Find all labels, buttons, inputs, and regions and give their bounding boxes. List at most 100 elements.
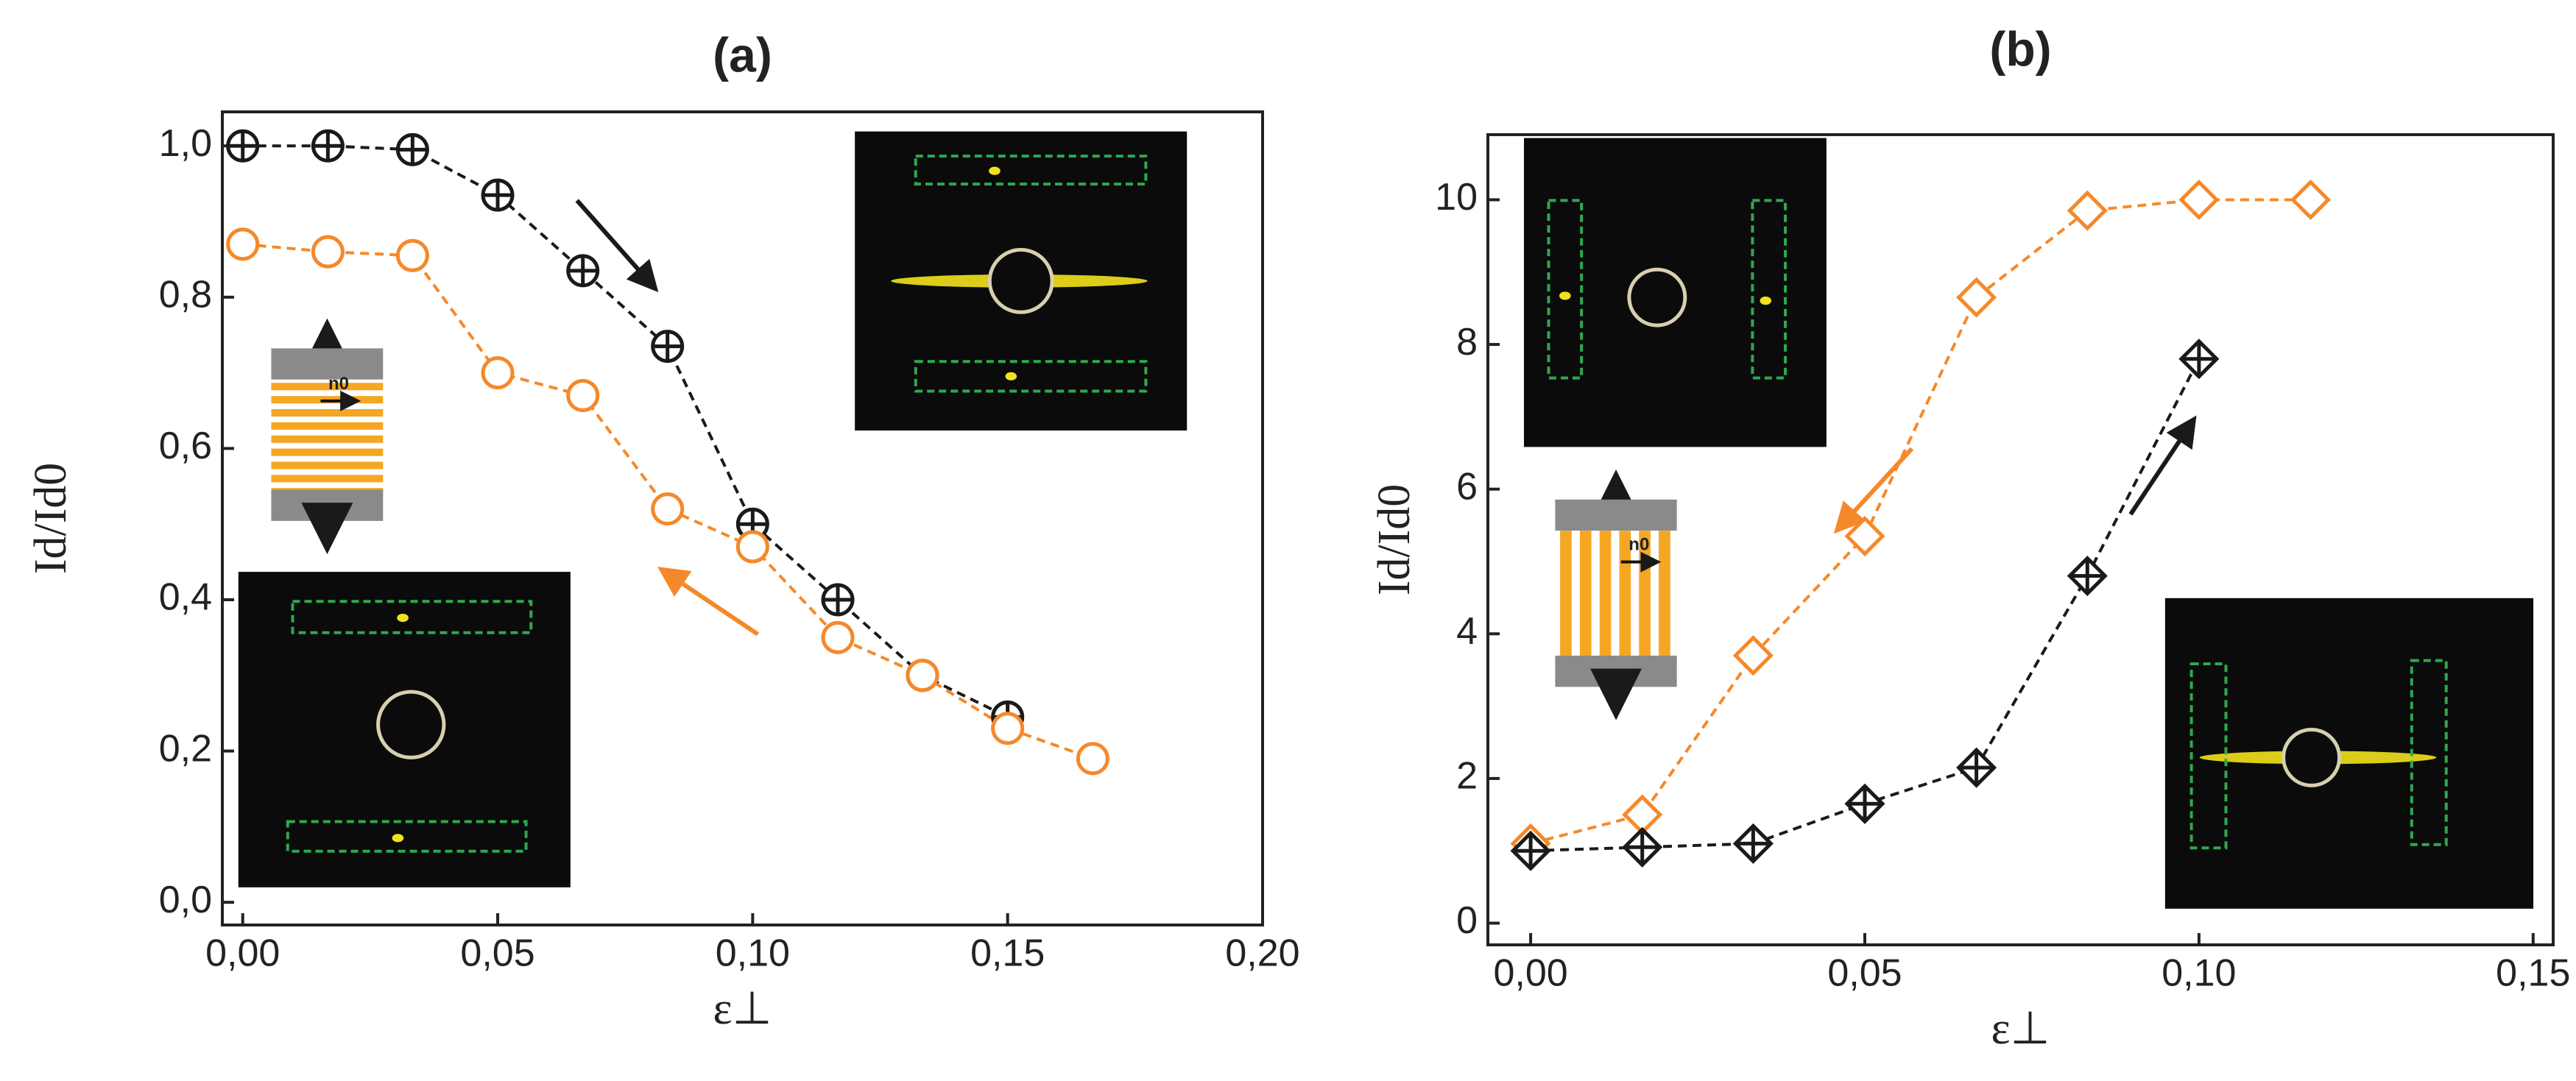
marker bbox=[481, 356, 515, 390]
marker bbox=[395, 132, 429, 166]
marker bbox=[2178, 339, 2220, 380]
marker-outline bbox=[735, 530, 769, 564]
y-tick-label: 2 bbox=[1456, 755, 1478, 798]
marker bbox=[651, 492, 685, 526]
marker bbox=[566, 254, 600, 288]
stripe bbox=[1560, 531, 1572, 656]
marker bbox=[1510, 830, 1551, 871]
marker bbox=[311, 129, 345, 163]
marker-outline bbox=[2067, 190, 2108, 231]
marker bbox=[395, 238, 429, 272]
diffraction-spot bbox=[392, 834, 404, 843]
y-tick-label: 0,0 bbox=[159, 879, 212, 921]
series-line bbox=[242, 144, 1009, 719]
marker-outline bbox=[1844, 516, 1885, 557]
marker bbox=[1732, 635, 1774, 676]
marker bbox=[821, 583, 855, 617]
marker bbox=[906, 659, 939, 692]
beam-stop bbox=[1627, 267, 1687, 327]
y-tick-label: 0,4 bbox=[159, 576, 212, 619]
marker-outline bbox=[651, 492, 685, 526]
beam-stop bbox=[376, 690, 446, 759]
marker-outline bbox=[906, 659, 939, 692]
stripe bbox=[1599, 531, 1612, 656]
stripe bbox=[271, 461, 384, 469]
x-axis-label: ε⊥ bbox=[713, 984, 772, 1034]
marker bbox=[226, 129, 260, 163]
marker bbox=[1622, 826, 1663, 868]
diffraction-spot bbox=[1760, 297, 1772, 305]
stripe bbox=[271, 422, 384, 430]
beam-stop bbox=[987, 247, 1054, 314]
stripe bbox=[271, 448, 384, 456]
diffraction-spot bbox=[397, 614, 409, 623]
detector-box bbox=[291, 600, 533, 634]
marker bbox=[991, 712, 1025, 745]
stripe bbox=[271, 409, 384, 417]
y-tick-label: 1,0 bbox=[159, 122, 212, 165]
x-tick-label: 0,05 bbox=[1827, 952, 1902, 995]
trend-arrow bbox=[657, 567, 760, 637]
y-tick-label: 0 bbox=[1456, 899, 1478, 942]
marker bbox=[311, 235, 345, 269]
detector-box bbox=[1751, 199, 1788, 380]
marker-outline bbox=[2290, 179, 2332, 221]
marker bbox=[1844, 516, 1885, 557]
stripe bbox=[271, 435, 384, 443]
y-tick-label: 6 bbox=[1456, 465, 1478, 508]
marker bbox=[2290, 179, 2332, 221]
y-axis-label: Id/Id0 bbox=[1369, 484, 1419, 596]
x-tick-label: 0,00 bbox=[205, 932, 280, 975]
marker bbox=[735, 530, 769, 564]
marker-outline bbox=[1956, 277, 1997, 318]
marker-outline bbox=[311, 235, 345, 269]
diffraction-spot bbox=[989, 166, 1001, 175]
marker bbox=[2178, 179, 2220, 221]
y-tick-label: 0,6 bbox=[159, 425, 212, 467]
stripe bbox=[1659, 531, 1670, 656]
marker bbox=[1844, 783, 1885, 824]
chart-title: (a) bbox=[713, 27, 772, 82]
marker bbox=[2067, 556, 2108, 597]
x-tick-label: 0,10 bbox=[2162, 952, 2236, 995]
diffraction-spot bbox=[1005, 372, 1017, 380]
y-tick-label: 8 bbox=[1456, 321, 1478, 364]
director-label: n0 bbox=[328, 374, 349, 394]
x-tick-label: 0,05 bbox=[460, 932, 534, 975]
trend-arrow bbox=[575, 199, 659, 293]
marker-outline bbox=[226, 227, 260, 261]
marker bbox=[651, 330, 685, 364]
plot-frame bbox=[221, 110, 1264, 926]
marker bbox=[1076, 742, 1109, 776]
series-line bbox=[1530, 198, 2311, 846]
y-tick-label: 4 bbox=[1456, 610, 1478, 653]
clamp bbox=[271, 489, 384, 521]
plot-frame bbox=[1486, 133, 2555, 946]
clamp bbox=[1555, 499, 1677, 531]
chart-title: (b) bbox=[1989, 21, 2051, 76]
marker bbox=[566, 378, 600, 412]
y-axis-label: Id/Id0 bbox=[26, 463, 76, 575]
y-tick-label: 10 bbox=[1435, 176, 1478, 219]
marker bbox=[1956, 747, 1997, 788]
marker-outline bbox=[566, 378, 600, 412]
x-tick-label: 0,15 bbox=[970, 932, 1045, 975]
director-label: n0 bbox=[1628, 535, 1649, 555]
marker bbox=[821, 620, 855, 654]
stripe bbox=[1579, 531, 1592, 656]
marker bbox=[226, 227, 260, 261]
marker bbox=[1956, 277, 1997, 318]
marker-outline bbox=[821, 620, 855, 654]
detector-box bbox=[286, 820, 528, 853]
beam-stop bbox=[2282, 727, 2342, 787]
marker-outline bbox=[1076, 742, 1109, 776]
trend-arrow bbox=[1833, 447, 1914, 534]
diffraction-spot bbox=[1559, 291, 1571, 300]
sample bbox=[1555, 531, 1677, 656]
x-tick-label: 0,10 bbox=[716, 932, 790, 975]
detector-box bbox=[2410, 659, 2448, 846]
marker-outline bbox=[395, 238, 429, 272]
marker-outline bbox=[2178, 179, 2220, 221]
